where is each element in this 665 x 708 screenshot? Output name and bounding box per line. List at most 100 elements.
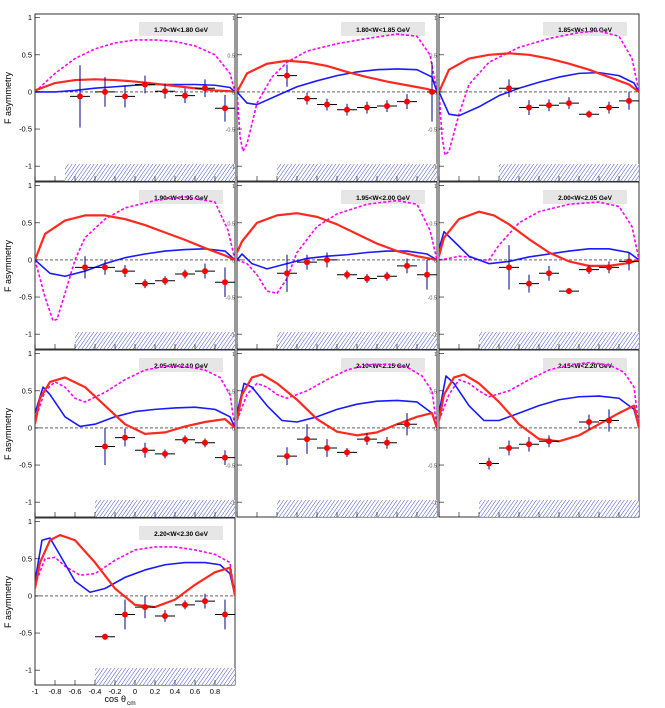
blue-curve [237, 68, 437, 106]
data-marker [122, 268, 128, 275]
data-marker [384, 103, 390, 110]
data-marker [546, 270, 552, 277]
y-axis-title: F asymmetry [3, 576, 13, 629]
systematic-band [95, 499, 235, 517]
blue-curve [439, 375, 639, 429]
panel-grid: 1.70<W<1.80 GeV-1-0.500.511.80<W<1.85 Ge… [19, 13, 640, 696]
panel-frame [236, 349, 438, 518]
curves [35, 196, 235, 322]
data-point [559, 97, 579, 110]
data-point [215, 94, 235, 122]
x-tick-label: 0.6 [190, 687, 200, 696]
data-marker [526, 280, 532, 287]
data-point [519, 274, 539, 293]
data-marker [202, 439, 208, 446]
data-point [317, 252, 337, 268]
y-tick-label: 0 [232, 426, 235, 432]
panel-label-box [139, 22, 223, 36]
data-marker [304, 95, 310, 102]
magenta-dashed-curve [35, 196, 235, 322]
y-tick-label: 0.5 [227, 221, 235, 227]
data-point [175, 269, 195, 279]
data-point [115, 428, 135, 447]
panel-label: 1.95<W<2.00 GeV [356, 195, 411, 202]
y-tick-label: -0.5 [19, 293, 32, 302]
panel: 2.10<W<2.15 GeV -1 -0.5 0 0.5 1 [226, 349, 438, 518]
data-marker [102, 264, 108, 271]
data-point [135, 279, 155, 289]
data-marker [142, 81, 148, 88]
data-marker [284, 453, 290, 460]
data-point [317, 98, 337, 111]
data-marker [202, 268, 208, 275]
y-tick-label: -1 [432, 501, 437, 507]
y-tick-label: 0.5 [429, 53, 437, 59]
data-marker [324, 256, 330, 263]
data-marker [102, 443, 108, 450]
data-point [195, 593, 215, 609]
data-point [377, 436, 397, 449]
data-point [337, 447, 357, 457]
x-tick-label: 0.8 [210, 687, 220, 696]
y-tick-label: 0.5 [22, 50, 32, 59]
data-marker [162, 277, 168, 284]
panel: 1.90<W<1.95 GeV -1 -0.5 0 0.5 1 [19, 181, 236, 350]
data-marker [182, 271, 188, 278]
data-point [377, 271, 397, 281]
y-tick-label: 1 [28, 181, 32, 190]
panel-frame [34, 13, 236, 182]
y-tick-label: -1 [230, 501, 235, 507]
y-axis-title: F asymmetry [3, 72, 13, 125]
panel-frame [438, 13, 640, 182]
curves [439, 201, 639, 295]
y-tick-label: -0.5 [226, 128, 235, 134]
data-marker [364, 275, 370, 282]
magenta-dashed-curve [439, 30, 639, 156]
data-point [397, 413, 417, 436]
data-point [397, 258, 417, 274]
data-point [499, 440, 519, 456]
magenta-dashed-curve [237, 33, 437, 153]
data-marker [566, 288, 572, 295]
data-marker [586, 111, 592, 118]
data-point [277, 254, 297, 292]
y-tick-label: -1 [25, 498, 32, 507]
data-point [499, 245, 519, 290]
data-marker [626, 258, 632, 265]
data-point [417, 259, 437, 290]
data-marker [566, 100, 572, 107]
data-marker [486, 460, 492, 467]
data-marker [162, 88, 168, 95]
data-point [519, 436, 539, 452]
blue-curve [439, 71, 639, 117]
data-point [155, 449, 175, 459]
y-tick-label: -1 [25, 330, 32, 339]
data-marker [304, 436, 310, 443]
data-point [599, 261, 619, 274]
y-tick-label: 0 [434, 258, 437, 264]
data-point [95, 427, 115, 466]
data-marker [404, 262, 410, 269]
data-point [115, 599, 135, 630]
red-curve [35, 214, 235, 261]
y-tick-label: 0 [28, 87, 32, 96]
panel: 2.20<W<2.30 GeV -1 -0.5 0 0.5 1 -1 -0.8 -0.6 -0.4… [19, 517, 236, 696]
data-point [559, 288, 579, 295]
data-point [195, 263, 215, 279]
y-tick-label: 0 [232, 90, 235, 96]
data-marker [102, 633, 108, 640]
x-tick-label: -1 [32, 687, 39, 696]
panel-label-box [543, 190, 627, 204]
data-marker [182, 601, 188, 608]
y-tick-label: -1 [25, 162, 32, 171]
data-marker [222, 611, 228, 618]
y-axis-title: F asymmetry [3, 408, 13, 461]
curves [35, 39, 235, 128]
data-point [135, 442, 155, 458]
y-tick-label: 0.5 [22, 554, 32, 563]
data-marker [404, 421, 410, 428]
data-point [579, 414, 599, 430]
data-marker [344, 449, 350, 456]
data-point [397, 94, 417, 110]
data-marker [606, 264, 612, 271]
